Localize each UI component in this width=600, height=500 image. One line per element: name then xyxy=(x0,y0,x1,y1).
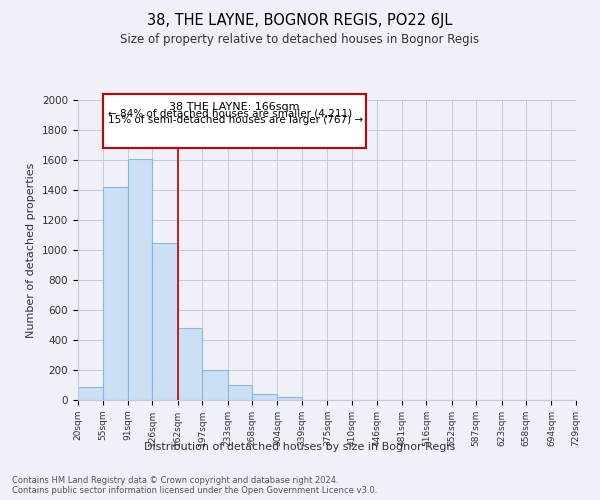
Bar xyxy=(103,187,128,400)
Text: Contains HM Land Registry data © Crown copyright and database right 2024.
Contai: Contains HM Land Registry data © Crown c… xyxy=(12,476,377,495)
Bar xyxy=(178,328,202,400)
Bar xyxy=(227,385,252,400)
Bar xyxy=(202,370,227,400)
Text: 15% of semi-detached houses are larger (767) →: 15% of semi-detached houses are larger (… xyxy=(108,115,364,125)
Bar xyxy=(128,158,152,400)
Bar xyxy=(78,387,103,400)
Text: Distribution of detached houses by size in Bognor Regis: Distribution of detached houses by size … xyxy=(145,442,455,452)
Text: 38, THE LAYNE, BOGNOR REGIS, PO22 6JL: 38, THE LAYNE, BOGNOR REGIS, PO22 6JL xyxy=(148,12,452,28)
Text: ← 84% of detached houses are smaller (4,211): ← 84% of detached houses are smaller (4,… xyxy=(108,108,352,118)
FancyBboxPatch shape xyxy=(103,94,366,148)
Bar xyxy=(277,398,302,400)
Y-axis label: Number of detached properties: Number of detached properties xyxy=(26,162,37,338)
Bar xyxy=(252,394,277,400)
Bar xyxy=(152,242,178,400)
Text: 38 THE LAYNE: 166sqm: 38 THE LAYNE: 166sqm xyxy=(169,102,299,112)
Text: Size of property relative to detached houses in Bognor Regis: Size of property relative to detached ho… xyxy=(121,32,479,46)
